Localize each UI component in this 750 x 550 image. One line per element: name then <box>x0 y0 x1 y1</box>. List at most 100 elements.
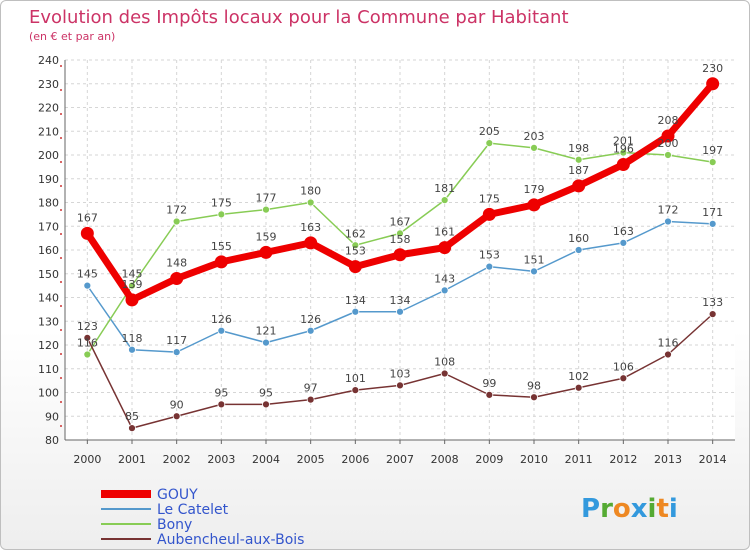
y-tick-label: 160 <box>38 244 59 257</box>
data-label-aubencheul-aux-bois: 99 <box>482 377 496 390</box>
data-point-aubencheul-aux-bois <box>306 395 315 404</box>
data-point-gouy <box>259 245 273 259</box>
data-point-le-catelet <box>530 267 538 276</box>
data-point-bony <box>262 205 270 214</box>
data-point-aubencheul-aux-bois <box>530 393 538 402</box>
data-point-le-catelet <box>351 307 360 316</box>
data-point-bony <box>83 350 92 359</box>
data-point-bony <box>172 217 181 226</box>
data-point-le-catelet <box>306 326 315 335</box>
data-labels: 1671391481551591631531581611751791871962… <box>77 62 723 423</box>
logo-letter: x <box>631 494 648 524</box>
data-point-gouy <box>170 272 184 285</box>
data-point-bony <box>485 139 494 148</box>
x-tick-label: 2009 <box>475 453 503 466</box>
data-point-aubencheul-aux-bois <box>217 400 226 409</box>
data-label-aubencheul-aux-bois: 102 <box>568 370 589 383</box>
series-aubencheul-aux-bois <box>83 310 717 433</box>
data-point-bony <box>306 198 315 207</box>
series-gouy <box>80 77 720 307</box>
data-label-gouy: 153 <box>345 245 366 258</box>
y-tick-label: 210 <box>38 125 59 138</box>
data-label-bony: 181 <box>434 182 455 195</box>
y-tick-label: 80 <box>45 434 59 447</box>
x-tick-label: 2014 <box>699 453 727 466</box>
data-label-aubencheul-aux-bois: 95 <box>259 386 273 399</box>
x-tick-label: 2005 <box>297 453 325 466</box>
data-label-gouy: 196 <box>613 143 634 156</box>
data-point-gouy <box>438 241 452 255</box>
data-label-gouy: 179 <box>524 183 545 196</box>
data-label-le-catelet: 143 <box>434 272 455 285</box>
data-label-gouy: 187 <box>568 164 589 177</box>
data-point-le-catelet <box>262 338 270 347</box>
legend-label-gouy: GOUY <box>157 487 198 503</box>
data-label-gouy: 139 <box>122 278 143 291</box>
data-label-le-catelet: 163 <box>613 225 634 238</box>
data-point-bony <box>664 151 672 159</box>
data-label-le-catelet: 121 <box>256 325 277 338</box>
data-label-aubencheul-aux-bois: 97 <box>304 382 318 395</box>
data-label-le-catelet: 117 <box>166 334 187 347</box>
y-tick-label: 100 <box>38 387 59 400</box>
data-label-gouy: 167 <box>77 211 98 224</box>
y-tick-label: 240 <box>38 54 59 67</box>
data-label-aubencheul-aux-bois: 106 <box>613 360 634 373</box>
logo-letter: t <box>656 494 668 524</box>
data-label-bony: 197 <box>702 144 723 157</box>
data-label-gouy: 161 <box>434 226 455 239</box>
x-tick-label: 2004 <box>252 453 280 466</box>
data-point-le-catelet <box>440 286 449 295</box>
data-label-gouy: 155 <box>211 240 232 253</box>
data-point-gouy <box>482 207 496 221</box>
data-label-bony: 177 <box>256 192 277 205</box>
data-label-aubencheul-aux-bois: 108 <box>434 356 455 369</box>
data-label-aubencheul-aux-bois: 90 <box>170 398 184 411</box>
data-label-aubencheul-aux-bois: 133 <box>702 296 723 309</box>
data-point-le-catelet <box>83 281 92 290</box>
data-label-le-catelet: 126 <box>211 313 232 326</box>
data-point-aubencheul-aux-bois <box>619 374 628 383</box>
logo-letter: i <box>648 494 657 524</box>
legend-label-le-catelet: Le Catelet <box>157 502 229 518</box>
data-label-bony: 205 <box>479 125 500 138</box>
data-label-aubencheul-aux-bois: 123 <box>77 320 98 333</box>
x-tick-label: 2013 <box>654 453 682 466</box>
y-tick-label: 220 <box>38 102 59 115</box>
data-point-le-catelet <box>217 326 226 335</box>
chart-title: Evolution des Impôts locaux pour la Comm… <box>29 7 569 28</box>
y-tick-label: 90 <box>45 410 59 423</box>
data-label-gouy: 230 <box>702 62 723 75</box>
data-label-bony: 116 <box>77 337 98 350</box>
data-point-aubencheul-aux-bois <box>574 383 583 392</box>
data-point-aubencheul-aux-bois <box>172 412 181 421</box>
y-tick-label: 180 <box>38 197 59 210</box>
y-tick-label: 200 <box>38 149 59 162</box>
x-tick-label: 2012 <box>609 453 637 466</box>
data-label-le-catelet: 134 <box>345 294 366 307</box>
axes: 8090100110120130140150160170180190200210… <box>38 54 735 466</box>
y-tick-label: 120 <box>38 339 59 352</box>
x-tick-label: 2003 <box>207 453 235 466</box>
data-label-le-catelet: 160 <box>568 232 589 245</box>
data-point-le-catelet <box>619 238 628 247</box>
y-tick-label: 230 <box>38 78 59 91</box>
x-tick-label: 2006 <box>341 453 369 466</box>
data-label-le-catelet: 118 <box>122 332 143 345</box>
data-point-aubencheul-aux-bois <box>396 381 404 390</box>
data-point-gouy <box>706 77 720 91</box>
data-point-gouy <box>348 260 362 274</box>
data-label-le-catelet: 134 <box>390 294 411 307</box>
data-point-gouy <box>661 129 675 143</box>
data-point-bony <box>440 196 449 205</box>
data-label-aubencheul-aux-bois: 101 <box>345 372 366 385</box>
data-label-le-catelet: 145 <box>77 268 98 281</box>
x-tick-label: 2001 <box>118 453 146 466</box>
data-label-bony: 172 <box>166 204 187 217</box>
data-point-bony <box>530 143 538 152</box>
data-point-bony <box>708 158 717 167</box>
data-label-aubencheul-aux-bois: 95 <box>214 386 228 399</box>
data-point-bony <box>396 229 404 238</box>
data-label-le-catelet: 171 <box>702 206 723 219</box>
data-point-bony <box>574 155 583 164</box>
